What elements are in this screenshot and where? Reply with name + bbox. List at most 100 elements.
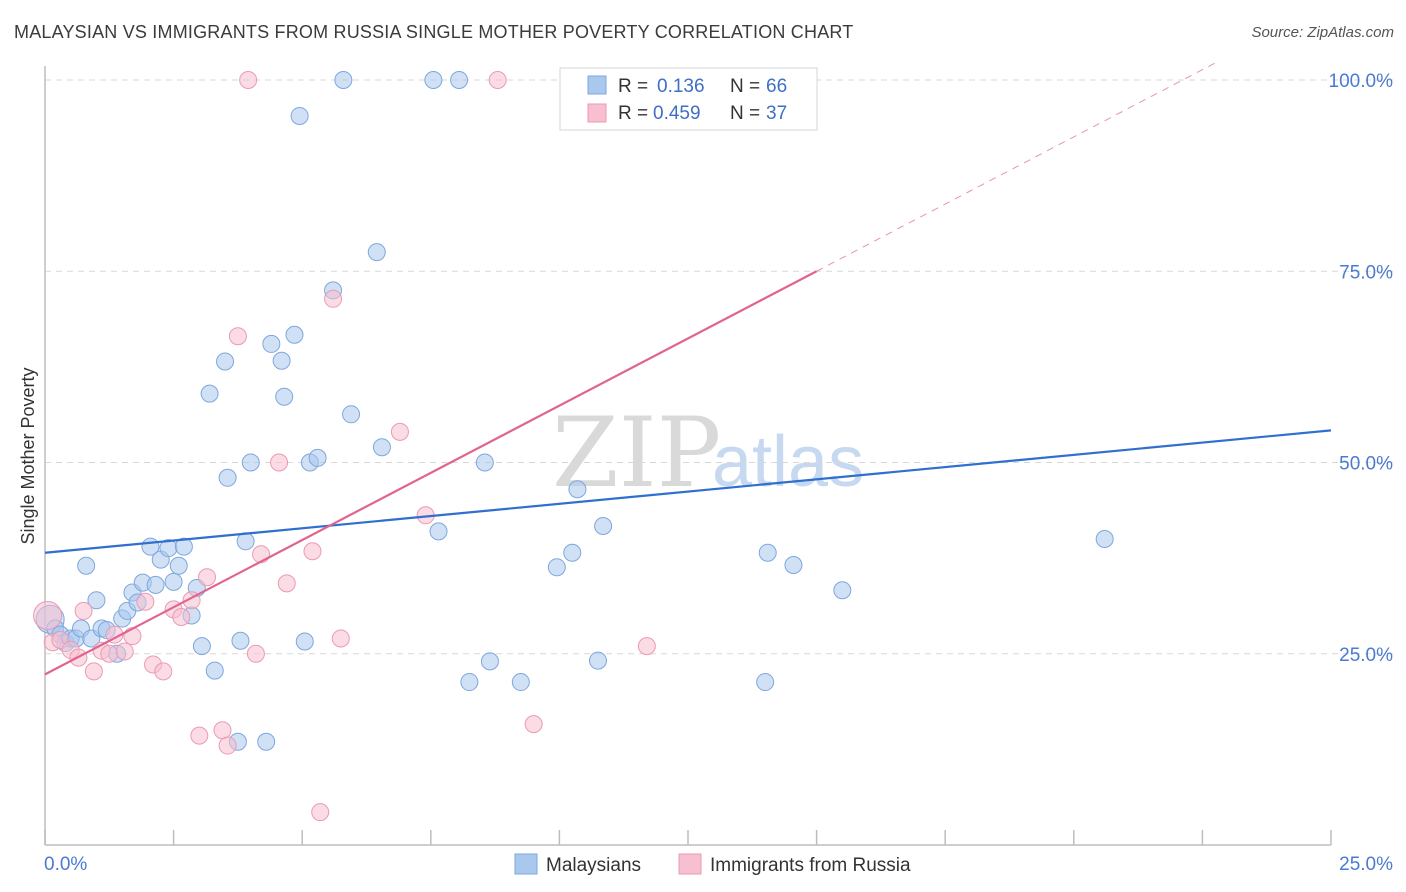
malaysians-point-7 bbox=[77, 556, 96, 575]
series-legend-label-russia: Immigrants from Russia bbox=[710, 855, 911, 876]
malaysians-point-30 bbox=[216, 352, 235, 371]
russia-trend-extension bbox=[816, 61, 1219, 272]
malaysians-point-47 bbox=[342, 405, 361, 424]
legend-r-label-2: R = bbox=[618, 103, 648, 124]
malaysians-point-9 bbox=[87, 591, 106, 610]
malaysians-trend-line bbox=[44, 429, 1332, 554]
legend-n-label-2: N = bbox=[730, 103, 760, 124]
malaysians-point-53 bbox=[460, 673, 479, 692]
chart-source: Source: ZipAtlas.com bbox=[1251, 24, 1394, 41]
y-tick-label-100: 100.0% bbox=[1329, 71, 1394, 92]
russia-point-25 bbox=[252, 545, 271, 564]
legend-n-value-2: 37 bbox=[766, 103, 787, 124]
legend-r-value-2: 0.459 bbox=[653, 103, 701, 124]
malaysians-point-46 bbox=[334, 71, 353, 89]
series-legend: Malaysians Immigrants from Russia bbox=[514, 853, 911, 876]
russia-point-31 bbox=[331, 629, 350, 648]
russia-point-26 bbox=[270, 453, 289, 472]
y-axis-title: Single Mother Poverty bbox=[18, 367, 38, 544]
russia-point-23 bbox=[239, 71, 258, 89]
malaysians-point-36 bbox=[257, 732, 276, 751]
malaysians-point-49 bbox=[372, 438, 391, 457]
russia-point-5 bbox=[74, 601, 93, 620]
russia-point-22 bbox=[228, 327, 247, 346]
malaysians-point-37 bbox=[262, 334, 281, 353]
malaysians-point-27 bbox=[192, 637, 211, 656]
legend-swatch-pink bbox=[587, 103, 607, 123]
chart-title: MALAYSIAN VS IMMIGRANTS FROM RUSSIA SING… bbox=[14, 22, 854, 42]
russia-trend-line bbox=[44, 270, 818, 676]
malaysians-point-52 bbox=[450, 71, 469, 89]
russia-point-12 bbox=[136, 592, 155, 611]
malaysians-point-61 bbox=[594, 516, 613, 535]
tick-labels: 25.0% 50.0% 75.0% 100.0% 0.0% 25.0% bbox=[44, 71, 1393, 875]
malaysians-point-60 bbox=[588, 651, 607, 670]
y-tick-label-50: 50.0% bbox=[1339, 454, 1393, 475]
stats-legend: R = 0.136 N = 66 R = 0.459 N = 37 bbox=[559, 67, 818, 131]
malaysians-point-50 bbox=[424, 71, 443, 89]
x-tick-label-max: 25.0% bbox=[1339, 854, 1393, 875]
malaysians-point-51 bbox=[429, 522, 448, 541]
legend-r-label-1: R = bbox=[618, 76, 648, 97]
russia-point-27 bbox=[277, 574, 296, 593]
malaysians-point-62 bbox=[756, 673, 775, 692]
malaysians-point-22 bbox=[164, 572, 183, 591]
axes bbox=[44, 66, 1332, 846]
russia-point-24 bbox=[246, 644, 265, 663]
malaysians-point-59 bbox=[568, 480, 587, 499]
malaysians-point-66 bbox=[1095, 530, 1114, 548]
russia-point-6 bbox=[84, 662, 103, 681]
russia-point-20 bbox=[213, 721, 232, 740]
data-points bbox=[33, 71, 1114, 822]
x-tick-label-min: 0.0% bbox=[44, 854, 87, 875]
malaysians-point-44 bbox=[308, 448, 327, 467]
series-legend-label-malaysians: Malaysians bbox=[546, 855, 641, 876]
malaysians-point-24 bbox=[174, 537, 193, 556]
russia-point-29 bbox=[311, 803, 330, 822]
malaysians-point-33 bbox=[231, 631, 250, 650]
russia-point-19 bbox=[198, 568, 217, 587]
y-tick-label-25: 25.0% bbox=[1339, 645, 1393, 666]
malaysians-point-58 bbox=[563, 543, 582, 562]
malaysians-point-54 bbox=[475, 453, 494, 472]
malaysians-point-35 bbox=[241, 453, 260, 472]
malaysians-point-19 bbox=[146, 575, 165, 594]
russia-point-28 bbox=[303, 542, 322, 561]
legend-n-value-1: 66 bbox=[766, 76, 787, 97]
malaysians-point-23 bbox=[169, 556, 188, 575]
trend-lines bbox=[44, 61, 1332, 676]
russia-point-14 bbox=[154, 662, 173, 681]
malaysians-point-29 bbox=[205, 661, 224, 680]
malaysians-point-64 bbox=[784, 556, 803, 575]
malaysians-point-39 bbox=[275, 387, 294, 406]
malaysians-point-65 bbox=[833, 581, 852, 600]
malaysians-point-42 bbox=[295, 632, 314, 651]
series-legend-swatch-malaysians bbox=[514, 853, 538, 875]
russia-point-11 bbox=[123, 627, 142, 646]
malaysians-point-40 bbox=[285, 325, 304, 344]
russia-point-30 bbox=[324, 289, 343, 308]
malaysians-point-28 bbox=[200, 384, 219, 403]
malaysians-point-56 bbox=[511, 673, 530, 692]
malaysians-point-63 bbox=[758, 543, 777, 562]
russia-point-0 bbox=[33, 601, 63, 630]
russia-point-36 bbox=[637, 637, 656, 656]
russia-point-32 bbox=[390, 422, 409, 441]
malaysians-point-57 bbox=[547, 558, 566, 577]
russia-point-21 bbox=[218, 736, 237, 755]
legend-swatch-blue bbox=[587, 75, 607, 95]
russia-point-8 bbox=[100, 644, 119, 663]
legend-r-value-1: 0.136 bbox=[657, 76, 705, 97]
malaysians-point-38 bbox=[272, 351, 291, 370]
russia-point-35 bbox=[524, 715, 543, 734]
y-tick-label-75: 75.0% bbox=[1339, 262, 1393, 283]
russia-point-16 bbox=[172, 608, 191, 627]
malaysians-point-41 bbox=[290, 106, 309, 125]
legend-n-label-1: N = bbox=[730, 76, 760, 97]
malaysians-point-48 bbox=[367, 243, 386, 262]
russia-point-18 bbox=[190, 726, 209, 745]
series-legend-swatch-russia bbox=[678, 853, 702, 875]
russia-point-10 bbox=[115, 642, 134, 661]
russia-point-34 bbox=[488, 71, 507, 89]
